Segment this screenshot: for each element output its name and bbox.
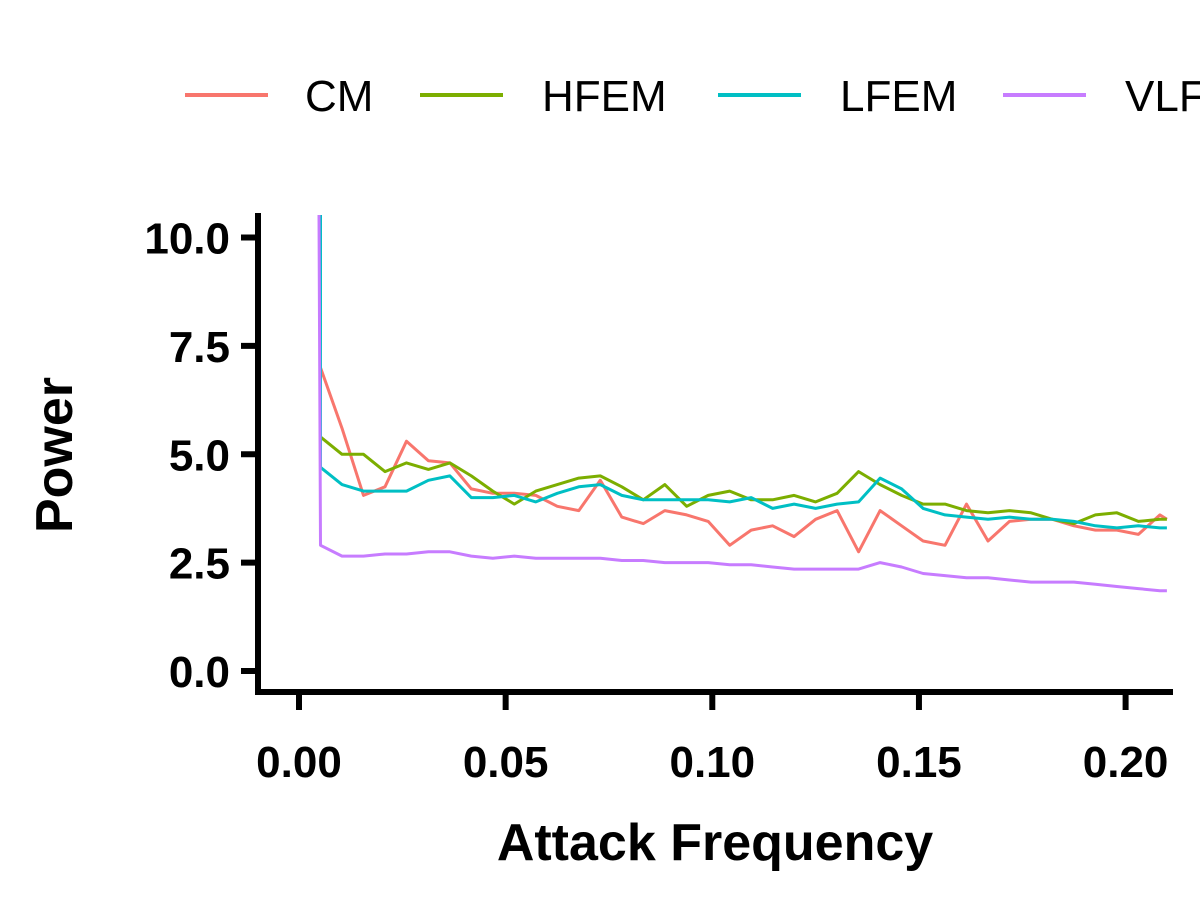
legend-label-hfem: HFEM — [542, 72, 667, 121]
x-axis-title: Attack Frequency — [497, 814, 933, 872]
y-axis-title: Power — [26, 377, 84, 533]
series-line-lfem — [319, 215, 1167, 530]
series-group — [317, 215, 1168, 593]
legend-label-cm: CM — [305, 72, 373, 121]
x-axis-ticks: 0.00 0.05 0.10 0.15 0.20 — [256, 692, 1168, 787]
y-tick-label: 5.0 — [169, 431, 230, 480]
y-axis-ticks: 0.0 2.5 5.0 7.5 10.0 — [144, 215, 258, 697]
x-tick-label: 0.15 — [876, 738, 962, 787]
legend-label-lfem: LFEM — [840, 72, 957, 121]
y-tick-label: 10.0 — [144, 215, 230, 264]
y-tick-label: 0.0 — [169, 648, 230, 697]
series-line-cm — [319, 215, 1168, 554]
y-tick-label: 7.5 — [169, 323, 230, 372]
series-line-vlfem — [317, 215, 1167, 593]
x-tick-label: 0.00 — [256, 738, 342, 787]
y-tick-label: 2.5 — [169, 540, 230, 589]
legend-label-vlfem: VLFEM — [1125, 72, 1200, 121]
series-line-hfem — [319, 215, 1167, 526]
legend: CM HFEM LFEM VLFEM — [185, 72, 1200, 121]
x-tick-label: 0.05 — [463, 738, 549, 787]
x-tick-label: 0.20 — [1083, 738, 1169, 787]
x-tick-label: 0.10 — [669, 738, 755, 787]
